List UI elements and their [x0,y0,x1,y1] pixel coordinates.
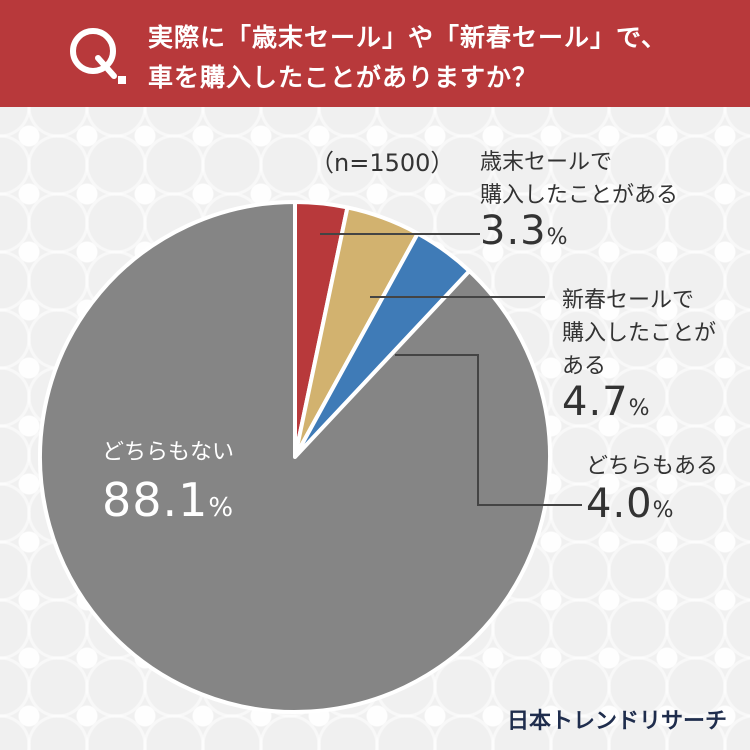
question-line-1: 実際に「歳末セール」や「新春セール」で、 [148,23,668,52]
sample-size-label: （n=1500） [310,149,455,177]
value-new-year: 4.7 [562,379,629,425]
label-new-year-line1: 新春セールで [562,288,695,313]
leader-line-both [395,354,582,506]
label-new-year: 新春セールで 購入したことが ある 4.7% [562,284,716,425]
label-year-end-line1: 歳末セールで [480,150,613,175]
value-both: 4.0 [586,481,653,527]
question-line-2: 車を購入したことがありますか？ [148,63,539,92]
label-new-year-line3: ある [562,354,607,379]
value-year-end: 3.3 [480,208,547,254]
percent-sign: % [652,498,674,523]
slice-neither [38,200,552,714]
label-neither: どちらもない 88.1% [102,436,234,527]
label-year-end: 歳末セールで 購入したことがある 3.3% [480,146,678,254]
label-neither-line1: どちらもない [102,440,235,465]
percent-sign: % [208,493,234,523]
question-header: 実際に「歳末セール」や「新春セール」で、 車を購入したことがありますか？ [0,0,750,107]
percent-sign: % [546,225,568,250]
label-new-year-line2: 購入したことが [562,321,717,346]
leader-lines [320,233,582,506]
q-icon [70,28,126,84]
percent-sign: % [628,396,650,421]
brand-logo: 日本トレンドリサーチ [506,709,727,734]
label-both-line1: どちらもある [586,454,719,479]
value-neither: 88.1 [102,473,209,527]
label-year-end-line2: 購入したことがある [480,183,679,208]
label-both: どちらもある 4.0% [586,450,718,527]
